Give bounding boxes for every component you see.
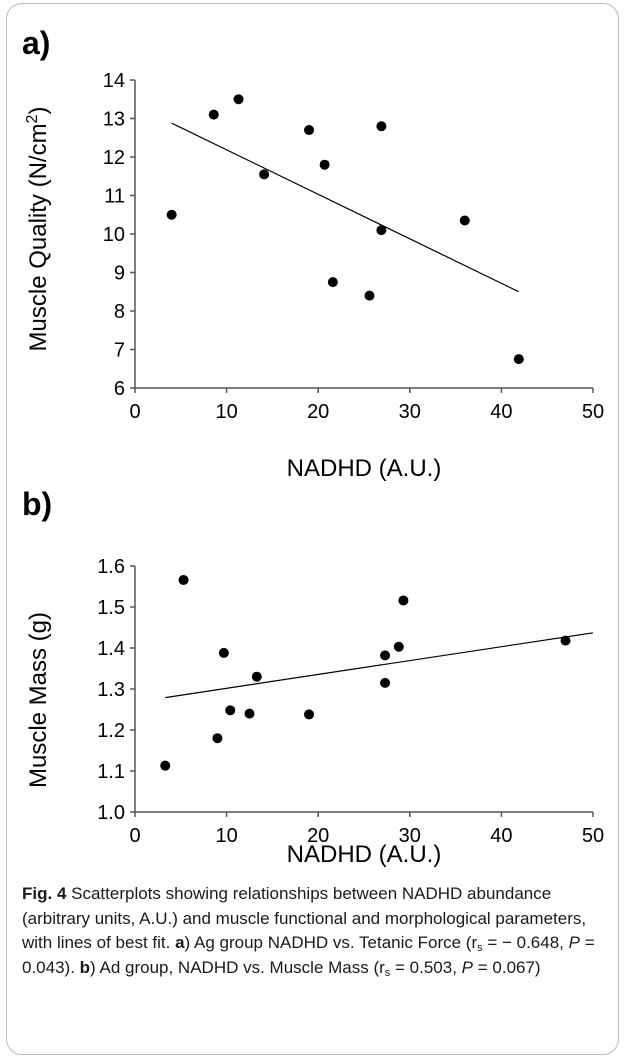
panel-a-x-ticks: 0 10 20 30 40 50 [129, 388, 604, 423]
b-x-tick-label: 50 [582, 825, 604, 847]
figure-caption: Fig. 4 Scatterplots showing relationship… [22, 882, 607, 980]
a-x-tick-label: 20 [307, 401, 329, 423]
panel-a-x-axis-title: NADHD (A.U.) [287, 455, 442, 482]
a-y-tick-label: 10 [103, 224, 125, 246]
caption-text-5: ) Ad group, NADHD vs. Muscle Mass (r [90, 957, 385, 977]
b-best-fit-line [165, 632, 594, 699]
b-y-tick-label: 1.5 [97, 597, 125, 619]
b-data-point [218, 647, 229, 658]
b-y-tick-label: 1.3 [97, 679, 125, 701]
panel-b-y-ticks: 1.0 1.1 1.2 1.3 1.4 1.5 1.6 [97, 556, 135, 824]
caption-p-symbol-2: P [461, 957, 474, 977]
panel-b-x-ticks: 0 10 20 30 40 50 [129, 812, 604, 847]
a-data-point [259, 169, 270, 180]
b-data-point [398, 595, 409, 606]
a-x-tick-label: 0 [129, 401, 140, 423]
panel-a-axes [134, 80, 593, 389]
a-y-tick-label: 8 [114, 301, 125, 323]
b-data-point [380, 650, 391, 661]
a-data-point [376, 225, 387, 236]
b-y-tick-label: 1.6 [97, 556, 125, 578]
a-data-point [327, 277, 338, 288]
caption-text-4: = 0.043). [22, 933, 595, 977]
a-y-tick-label: 6 [114, 378, 125, 400]
figure-frame [6, 3, 619, 1055]
a-data-point [513, 354, 524, 365]
b-data-point [225, 705, 236, 716]
a-x-tick-label: 50 [582, 401, 604, 423]
panel-a-y-axis-title: Muscle Quality (N/cm2) [24, 107, 52, 352]
a-y-tick-label: 11 [104, 186, 125, 208]
caption-paragraph: Fig. 4 Scatterplots showing relationship… [22, 882, 607, 980]
a-y-tick-label: 13 [103, 109, 125, 131]
b-x-tick-label: 10 [215, 825, 237, 847]
caption-text-3: = − 0.648, [482, 933, 569, 952]
caption-text-6: = 0.503, [390, 957, 462, 977]
a-y-tick-label: 7 [114, 340, 125, 362]
caption-panel-a-ref: a [175, 933, 185, 952]
b-data-point [251, 671, 262, 682]
caption-subscript-1: s [477, 942, 483, 954]
b-x-tick-label: 20 [307, 825, 329, 847]
a-best-fit-line [171, 122, 520, 293]
panel-a-points [166, 94, 524, 365]
a-data-point [364, 290, 375, 301]
b-data-point [160, 760, 171, 771]
caption-text-2: ) Ag group NADHD vs. Tetanic Force (r [184, 933, 478, 952]
panel-b-label: b) [22, 486, 52, 522]
b-x-tick-label: 0 [129, 825, 140, 847]
a-data-point [304, 125, 315, 136]
a-data-point [233, 94, 244, 105]
b-data-point [380, 677, 391, 688]
panel-b-fit-line [165, 632, 594, 699]
a-data-point [459, 215, 470, 226]
panel-b: b) 1.0 1.1 1.2 1.3 1.4 1.5 1.6 0 10 20 30 40 50 Mus… [22, 486, 604, 868]
caption-panel-b-ref: b [79, 957, 91, 977]
panel-b-y-axis-title: Muscle Mass (g) [25, 612, 52, 788]
b-data-point [178, 574, 189, 585]
caption-text-7: = 0.067) [473, 957, 541, 977]
a-y-tick-label: 12 [103, 147, 125, 169]
b-y-tick-label: 1.1 [97, 761, 125, 783]
panel-a-label: a) [22, 25, 50, 61]
caption-text-1: Scatterplots showing relationships betwe… [22, 884, 587, 952]
panel-b-axes [134, 566, 593, 813]
panel-a-y-ticks: 6 7 8 9 10 11 12 13 14 [103, 70, 135, 400]
caption-fig-label: Fig. 4 [22, 884, 67, 903]
panel-a: a) 6 7 8 9 10 11 12 13 14 0 10 20 30 40 50 Muscle Qua… [22, 25, 604, 482]
b-x-tick-label: 30 [399, 825, 421, 847]
b-data-point [560, 635, 571, 646]
a-data-point [376, 121, 387, 132]
caption-p-symbol-1: P [568, 933, 580, 952]
a-x-tick-label: 40 [490, 401, 512, 423]
panel-b-x-axis-title: NADHD (A.U.) [287, 841, 442, 868]
b-y-tick-label: 1.0 [97, 802, 125, 824]
a-y-tick-label: 9 [114, 263, 125, 285]
a-x-tick-label: 30 [399, 401, 421, 423]
a-y-tick-label: 14 [103, 70, 125, 92]
superscript-2: 2 [24, 114, 41, 123]
a-data-point [319, 159, 330, 170]
b-y-tick-label: 1.4 [97, 638, 125, 660]
b-y-tick-label: 1.2 [97, 720, 125, 742]
panel-a-fit-line [171, 122, 520, 293]
b-data-point [304, 709, 315, 720]
b-data-point [244, 708, 255, 719]
closing-paren: ) [25, 107, 52, 115]
panel-b-points [160, 574, 571, 771]
a-x-tick-label: 10 [215, 401, 237, 423]
b-data-point [393, 641, 404, 652]
b-x-tick-label: 40 [490, 825, 512, 847]
b-data-point [212, 733, 223, 744]
a-data-point [166, 209, 177, 220]
caption-subscript-2: s [384, 966, 391, 979]
a-data-point [208, 109, 219, 120]
